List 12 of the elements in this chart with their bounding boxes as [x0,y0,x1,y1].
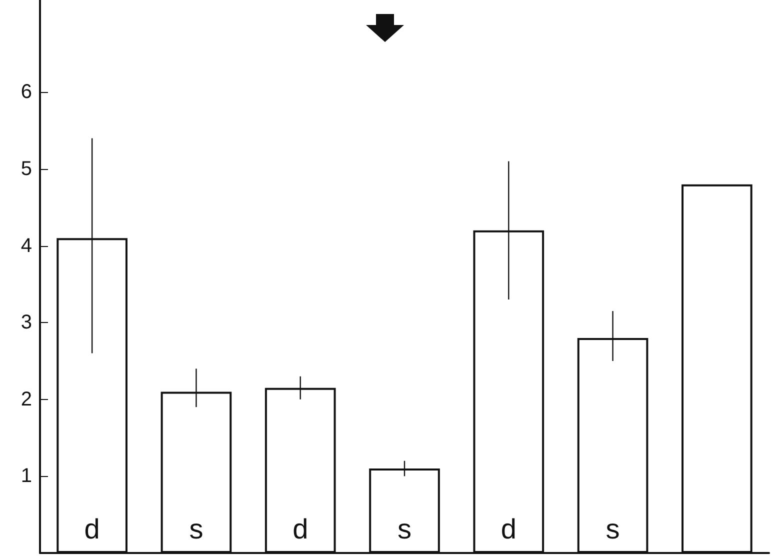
x-tick-label: s [606,514,620,544]
y-tick-label: 2 [20,388,32,410]
x-tick-label: s [189,514,204,544]
x-tick-label: d [84,514,100,544]
y-tick-label: 1 [20,465,32,488]
y-tick-label: 5 [20,158,32,180]
x-tick-label: d [500,514,516,544]
x-tick-label: d [292,514,308,544]
y-tick-label: 3 [20,312,32,334]
y-tick-label: 6 [20,81,32,104]
y-tick-label: 4 [20,234,32,257]
x-tick-label: s [398,514,412,544]
